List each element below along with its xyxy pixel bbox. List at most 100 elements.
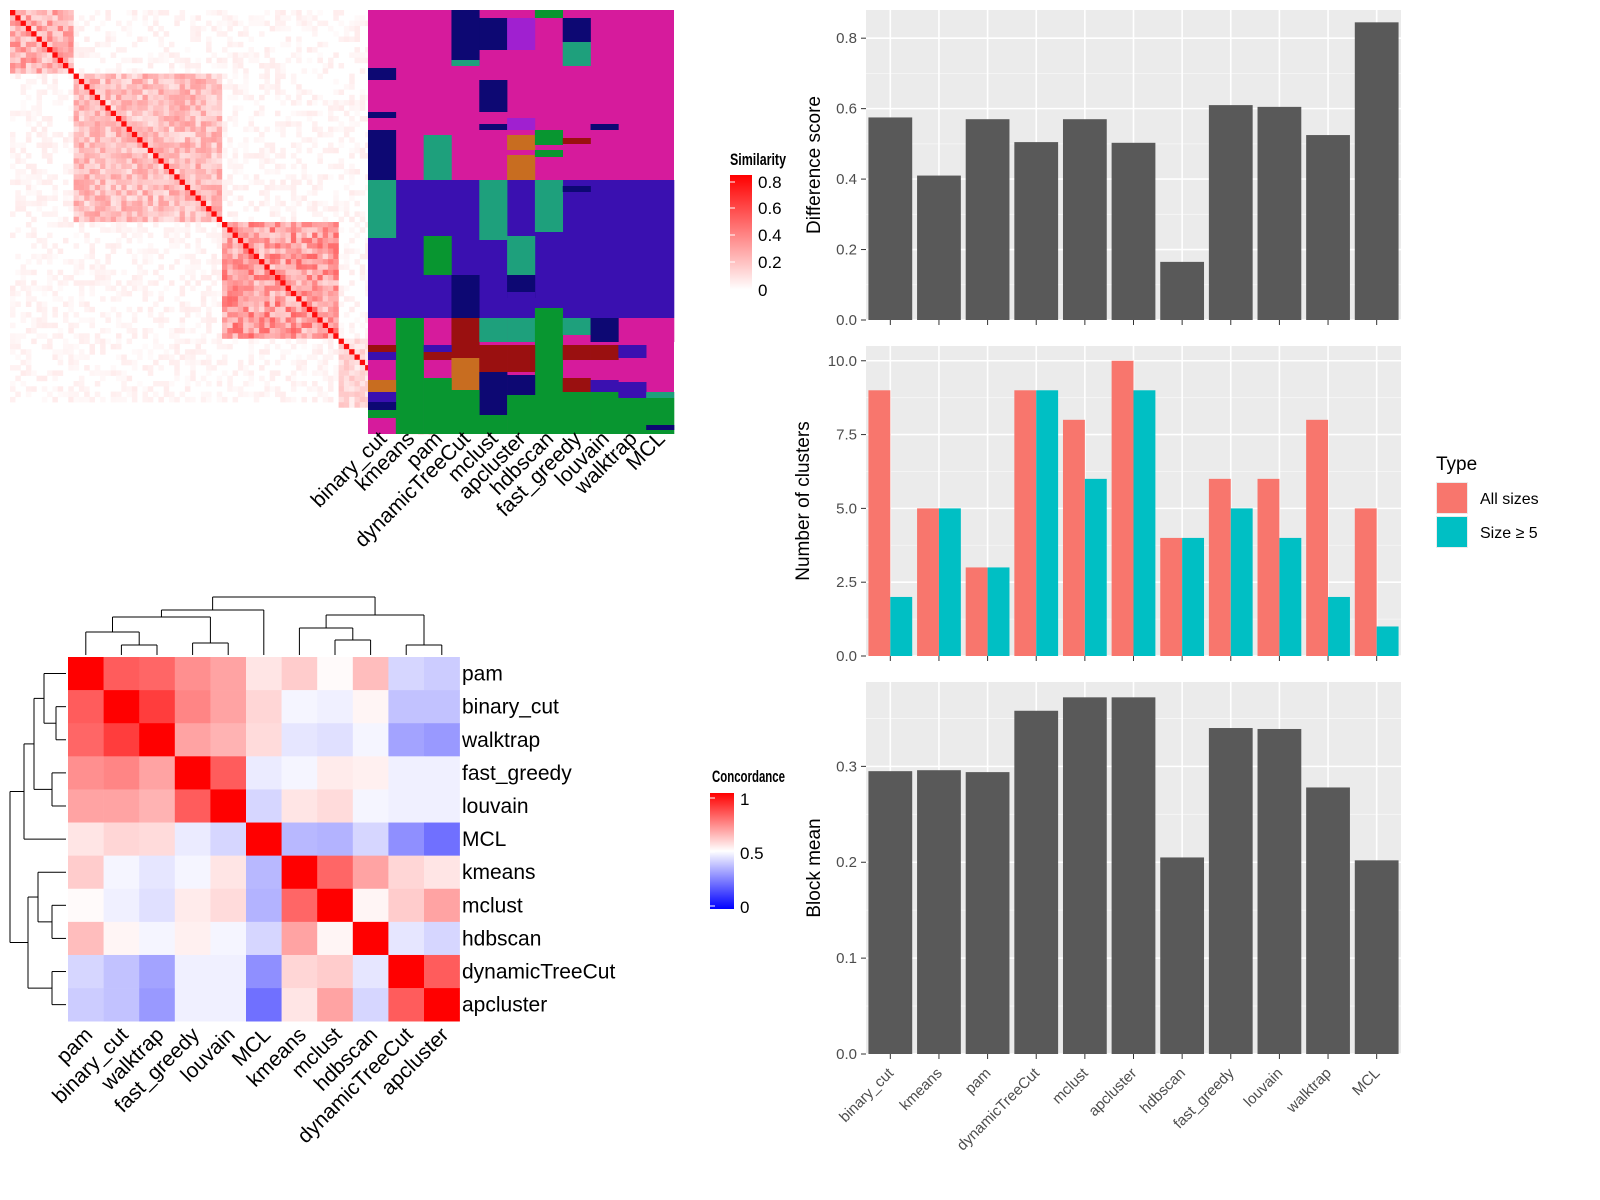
similarity-cell: [121, 89, 127, 95]
row-label: fast_greedy: [462, 762, 572, 785]
similarity-cell: [190, 275, 196, 281]
similarity-cell: [184, 137, 191, 143]
similarity-cell: [328, 63, 334, 69]
similarity-cell: [105, 370, 111, 376]
similarity-cell: [269, 386, 276, 392]
similarity-cell: [15, 301, 21, 307]
label-cell: [562, 345, 591, 360]
similarity-cell: [312, 301, 318, 307]
similarity-cell: [100, 41, 106, 48]
similarity-cell: [290, 248, 297, 254]
similarity-cell: [158, 126, 164, 133]
similarity-cell: [179, 200, 186, 207]
similarity-cell: [89, 89, 95, 95]
similarity-cell: [285, 333, 292, 339]
similarity-cell: [131, 285, 138, 292]
concordance-cell: [68, 723, 104, 757]
concordance-cell: [352, 855, 389, 890]
similarity-cell: [190, 20, 196, 27]
similarity-cell: [253, 179, 260, 186]
similarity-cell: [78, 25, 85, 32]
similarity-cell: [264, 63, 270, 69]
similarity-cell: [52, 36, 58, 42]
similarity-cell: [259, 190, 265, 196]
similarity-cell: [10, 296, 16, 302]
similarity-cell: [131, 15, 138, 21]
label-cell: [451, 10, 480, 65]
similarity-cell: [269, 338, 276, 345]
similarity-cell: [296, 121, 302, 127]
concordance-cell: [68, 690, 104, 724]
similarity-cell: [105, 259, 111, 265]
concordance-cell: [68, 789, 104, 823]
similarity-cell: [63, 216, 69, 223]
similarity-cell: [333, 290, 339, 297]
similarity-cell: [280, 131, 286, 138]
similarity-cell: [179, 110, 186, 117]
similarity-cell: [179, 89, 186, 95]
similarity-cell: [338, 301, 345, 307]
similarity-cell: [275, 63, 281, 69]
similarity-cell: [264, 232, 270, 239]
similarity-cell: [264, 306, 270, 313]
similarity-cell: [184, 147, 191, 154]
similarity-cell: [47, 195, 53, 201]
similarity-cell: [121, 110, 127, 117]
similarity-cell: [232, 110, 239, 117]
concordance-legend-title: Concordance: [712, 767, 785, 786]
similarity-cell: [78, 206, 85, 212]
similarity-cell: [206, 179, 212, 186]
similarity-cell: [290, 100, 297, 106]
similarity-cell: [322, 20, 329, 27]
similarity-cell: [84, 169, 90, 175]
similarity-cell: [264, 89, 270, 95]
similarity-cell: [328, 349, 334, 355]
concordance-cell: [281, 690, 318, 724]
similarity-cell: [243, 237, 249, 244]
similarity-cell: [78, 349, 85, 355]
concordance-cell: [317, 789, 354, 823]
similarity-cell: [275, 169, 281, 175]
similarity-cell: [89, 243, 95, 249]
similarity-cell: [84, 391, 90, 398]
similarity-cell: [253, 206, 260, 212]
similarity-cell: [354, 391, 360, 398]
similarity-cell: [89, 306, 95, 313]
similarity-cell: [169, 227, 175, 233]
similarity-cell: [349, 137, 355, 143]
similarity-cell: [206, 20, 212, 27]
similarity-cell: [190, 259, 196, 265]
similarity-cell: [31, 269, 37, 276]
similarity-cell: [322, 264, 329, 270]
concordance-cell: [281, 723, 318, 757]
similarity-cell: [163, 126, 170, 133]
label-cell: [368, 392, 397, 402]
similarity-cell: [259, 354, 265, 360]
similarity-cell: [312, 264, 318, 270]
similarity-cell: [84, 253, 90, 260]
similarity-cell: [237, 222, 244, 228]
similarity-cell: [269, 158, 276, 164]
similarity-cell: [110, 36, 117, 42]
similarity-cell: [41, 142, 48, 148]
similarity-cell: [78, 89, 85, 95]
similarity-cell: [25, 365, 32, 371]
similarity-cell: [200, 200, 207, 207]
similarity-cell: [222, 328, 228, 334]
similarity-cell: [232, 253, 239, 260]
similarity-cell: [169, 343, 175, 350]
similarity-cell: [195, 100, 201, 106]
similarity-cell: [73, 259, 80, 265]
similarity-cell: [333, 190, 339, 196]
similarity-cell: [285, 349, 292, 355]
similarity-cell: [317, 211, 323, 217]
similarity-cell: [232, 20, 239, 27]
similarity-cell: [57, 333, 64, 339]
similarity-cell: [110, 243, 117, 249]
similarity-cell: [296, 317, 302, 323]
similarity-cell: [158, 10, 164, 16]
similarity-cell: [306, 190, 313, 196]
similarity-cell: [280, 391, 286, 398]
similarity-cell: [232, 243, 239, 249]
